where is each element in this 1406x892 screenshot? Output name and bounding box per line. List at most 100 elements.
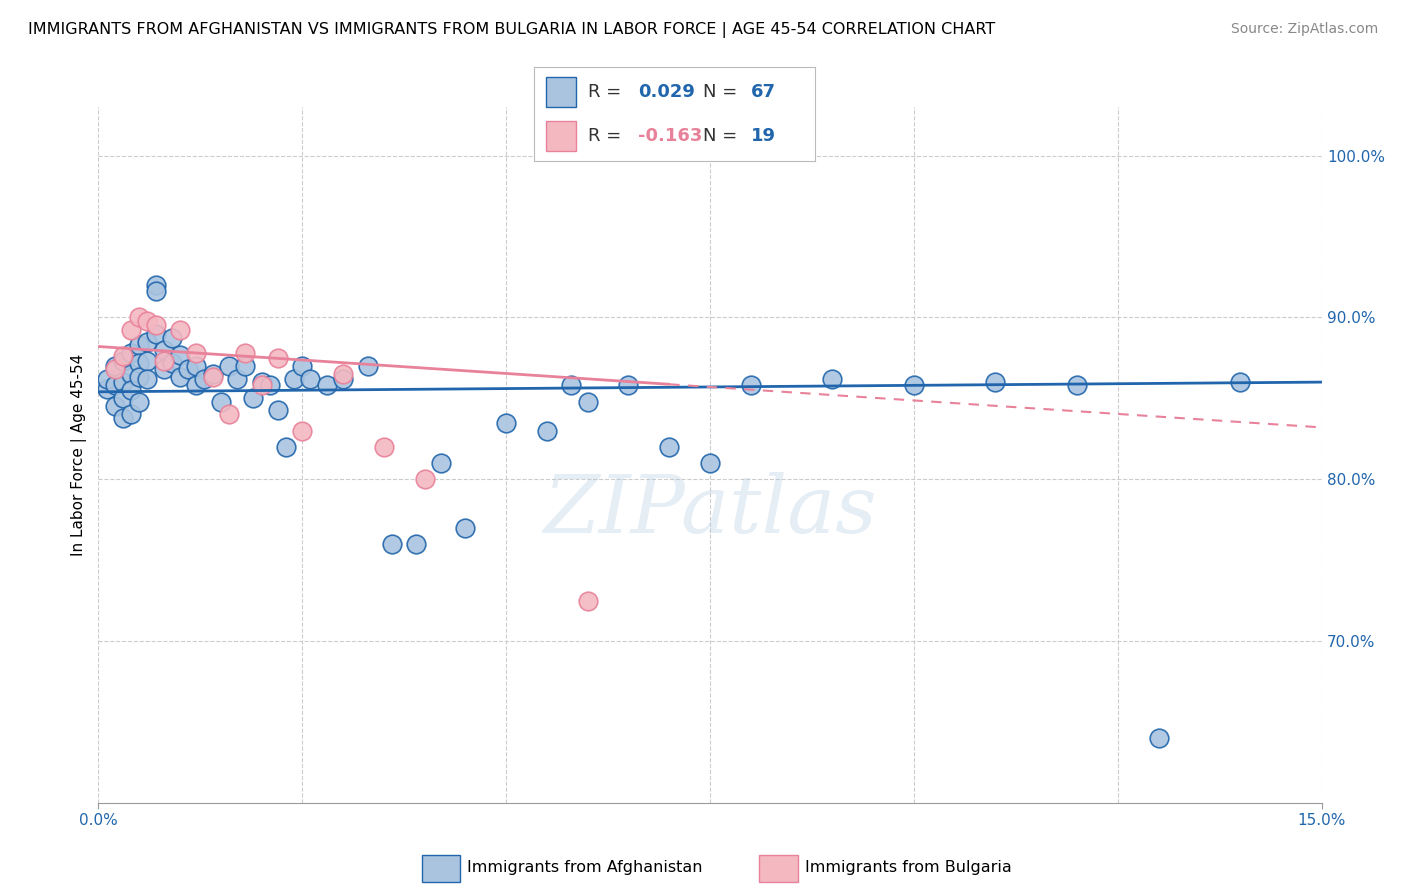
Text: 67: 67 bbox=[751, 83, 776, 101]
Point bbox=[405, 537, 427, 551]
Point bbox=[233, 346, 256, 360]
Point bbox=[315, 378, 337, 392]
Point bbox=[226, 372, 249, 386]
Point bbox=[120, 367, 142, 381]
Point bbox=[283, 372, 305, 386]
Point bbox=[267, 351, 290, 365]
Point bbox=[242, 392, 264, 406]
Point bbox=[96, 372, 118, 386]
Point bbox=[821, 372, 844, 386]
Point bbox=[201, 367, 224, 381]
Point bbox=[104, 400, 127, 414]
Point bbox=[120, 383, 142, 397]
Point bbox=[104, 378, 127, 392]
Point bbox=[160, 331, 183, 345]
Text: Source: ZipAtlas.com: Source: ZipAtlas.com bbox=[1230, 22, 1378, 37]
Point bbox=[169, 370, 191, 384]
Point bbox=[111, 410, 134, 425]
Point bbox=[617, 378, 640, 392]
Point bbox=[381, 537, 404, 551]
FancyBboxPatch shape bbox=[546, 121, 576, 152]
Point bbox=[136, 372, 159, 386]
Text: R =: R = bbox=[588, 128, 627, 145]
Point bbox=[299, 372, 322, 386]
Point bbox=[145, 318, 167, 333]
Point bbox=[169, 348, 191, 362]
Point bbox=[560, 378, 582, 392]
Point bbox=[1066, 378, 1088, 392]
FancyBboxPatch shape bbox=[759, 855, 799, 881]
Point bbox=[160, 356, 183, 370]
Point bbox=[209, 394, 232, 409]
Point bbox=[128, 310, 150, 325]
Point bbox=[120, 346, 142, 360]
Point bbox=[332, 372, 354, 386]
Point bbox=[536, 424, 558, 438]
Point bbox=[267, 402, 290, 417]
Point bbox=[250, 378, 273, 392]
Point bbox=[128, 338, 150, 352]
Point bbox=[120, 408, 142, 422]
Point bbox=[495, 416, 517, 430]
Point bbox=[111, 354, 134, 368]
Y-axis label: In Labor Force | Age 45-54: In Labor Force | Age 45-54 bbox=[72, 354, 87, 556]
Point bbox=[104, 362, 127, 376]
Point bbox=[186, 378, 208, 392]
Point bbox=[218, 408, 240, 422]
Point bbox=[193, 372, 215, 386]
Point bbox=[250, 375, 273, 389]
Point bbox=[128, 370, 150, 384]
Text: N =: N = bbox=[703, 128, 742, 145]
Point bbox=[454, 521, 477, 535]
Point bbox=[120, 323, 142, 337]
Point bbox=[111, 349, 134, 363]
Point bbox=[177, 362, 200, 376]
Point bbox=[186, 346, 208, 360]
Point bbox=[152, 354, 174, 368]
Point bbox=[201, 370, 224, 384]
Point bbox=[104, 359, 127, 373]
Text: ZIPatlas: ZIPatlas bbox=[543, 472, 877, 549]
Point bbox=[430, 456, 453, 470]
Text: Immigrants from Afghanistan: Immigrants from Afghanistan bbox=[467, 860, 703, 875]
Point bbox=[233, 359, 256, 373]
Point bbox=[291, 359, 314, 373]
Point bbox=[576, 394, 599, 409]
Point bbox=[356, 359, 378, 373]
Point bbox=[274, 440, 297, 454]
Point bbox=[152, 362, 174, 376]
Point bbox=[218, 359, 240, 373]
Point bbox=[291, 424, 314, 438]
Point bbox=[145, 326, 167, 341]
Text: 19: 19 bbox=[751, 128, 776, 145]
Point bbox=[169, 323, 191, 337]
Point bbox=[1229, 375, 1251, 389]
Text: IMMIGRANTS FROM AFGHANISTAN VS IMMIGRANTS FROM BULGARIA IN LABOR FORCE | AGE 45-: IMMIGRANTS FROM AFGHANISTAN VS IMMIGRANT… bbox=[28, 22, 995, 38]
Text: 0.029: 0.029 bbox=[638, 83, 695, 101]
Point bbox=[1147, 731, 1170, 745]
Point bbox=[186, 359, 208, 373]
Point bbox=[111, 392, 134, 406]
Text: R =: R = bbox=[588, 83, 627, 101]
Point bbox=[111, 375, 134, 389]
Point bbox=[96, 382, 118, 396]
FancyBboxPatch shape bbox=[546, 78, 576, 107]
Point bbox=[332, 367, 354, 381]
Point bbox=[373, 440, 395, 454]
Point bbox=[576, 593, 599, 607]
Point bbox=[145, 285, 167, 299]
Text: N =: N = bbox=[703, 83, 742, 101]
Point bbox=[145, 278, 167, 293]
Point bbox=[413, 472, 436, 486]
Point bbox=[740, 378, 762, 392]
Text: Immigrants from Bulgaria: Immigrants from Bulgaria bbox=[804, 860, 1012, 875]
Point bbox=[136, 313, 159, 327]
Point bbox=[903, 378, 925, 392]
Point bbox=[699, 456, 721, 470]
FancyBboxPatch shape bbox=[422, 855, 461, 881]
Point bbox=[259, 378, 281, 392]
Point bbox=[658, 440, 681, 454]
Point bbox=[128, 356, 150, 370]
Point bbox=[136, 334, 159, 349]
Text: -0.163: -0.163 bbox=[638, 128, 703, 145]
